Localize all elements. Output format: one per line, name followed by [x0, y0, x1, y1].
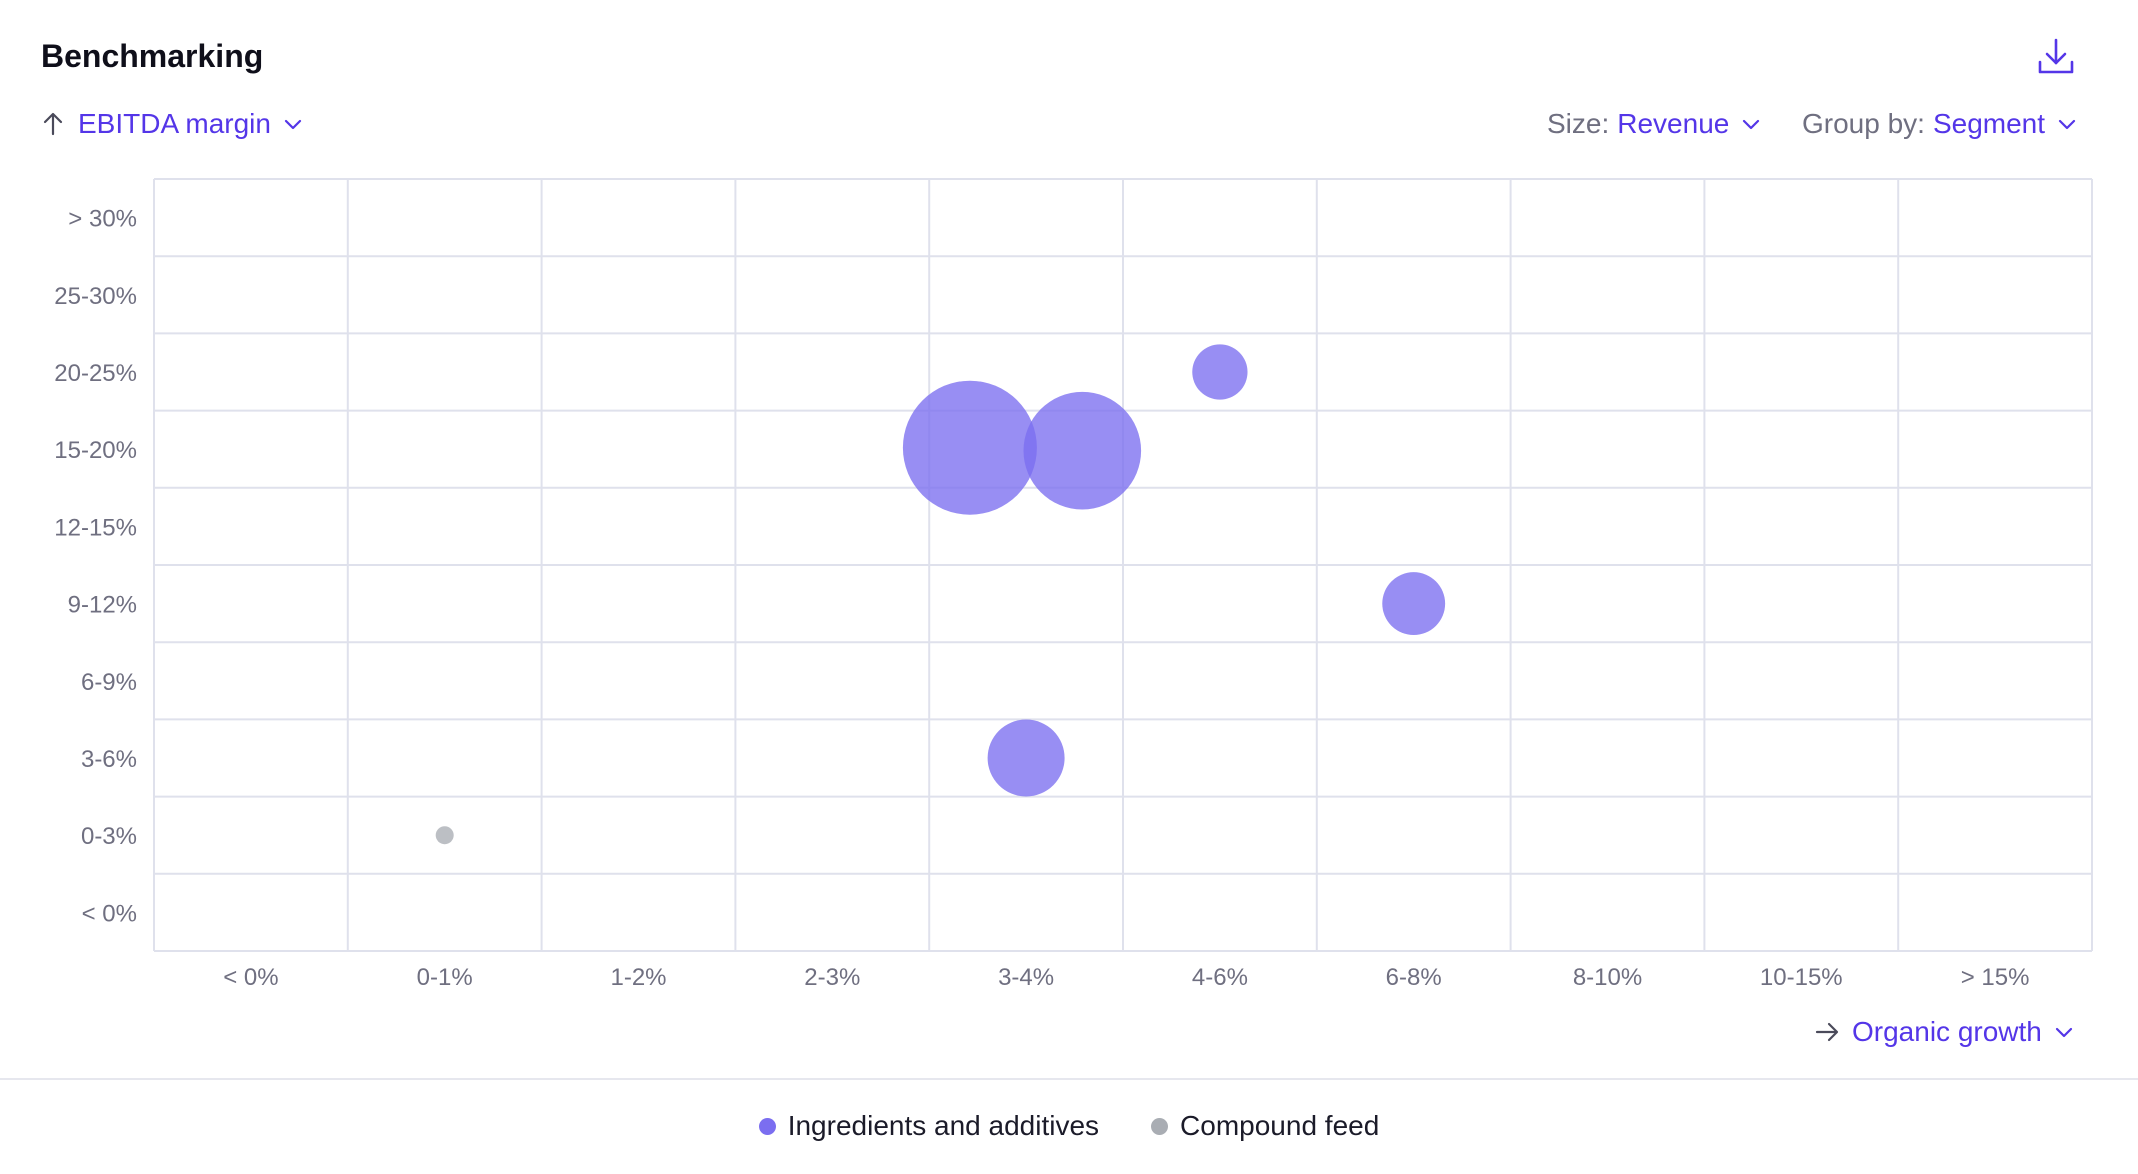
size-prefix: Size:	[1547, 108, 1610, 139]
legend-dot	[758, 1117, 776, 1135]
chevron-down-icon	[2055, 1027, 2072, 1038]
bubble	[435, 826, 454, 845]
x-tick-label: 3-4%	[998, 964, 1054, 991]
size-value: Revenue	[1617, 108, 1730, 139]
bubble	[1382, 572, 1446, 636]
y-tick-label: 3-6%	[81, 746, 137, 773]
y-tick-label: 25-30%	[54, 283, 137, 310]
group-value: Segment	[1932, 108, 2046, 139]
y-tick-label: 9-12%	[68, 592, 137, 619]
legend-dot	[1151, 1117, 1169, 1135]
x-tick-label: 10-15%	[1760, 964, 1843, 991]
y-tick-label: 20-25%	[54, 360, 137, 387]
legend-item[interactable]: Ingredients and additives	[758, 1110, 1100, 1142]
x-tick-label: 6-8%	[1386, 964, 1442, 991]
legend-item[interactable]: Compound feed	[1151, 1110, 1379, 1142]
bubble-chart: < 0% 0-1% 1-2% 2-3% 3-4% 4-6% 6-8% 8-10% 10-15% >…	[54, 178, 2093, 991]
x-tick-label: 8-10%	[1573, 964, 1642, 991]
arrow-up-icon	[43, 112, 63, 136]
y-tick-label: 0-3%	[81, 823, 137, 850]
y-axis-selector[interactable]: EBITDA margin	[40, 108, 303, 140]
y-tick-label: 6-9%	[81, 669, 137, 696]
chevron-down-icon	[284, 119, 302, 130]
x-tick-label: 4-6%	[1192, 964, 1248, 991]
x-axis-selector[interactable]: Organic growth	[1814, 1016, 2074, 1048]
legend-label: Compound feed	[1180, 1110, 1380, 1141]
group-by-selector[interactable]: Group by: Segment	[1802, 108, 2077, 140]
bubble	[1192, 344, 1248, 400]
chevron-down-icon	[1743, 119, 1760, 130]
divider	[0, 1078, 2138, 1080]
download-icon[interactable]	[2036, 36, 2076, 78]
y-axis-label: EBITDA margin	[78, 108, 271, 139]
group-prefix: Group by:	[1802, 108, 1925, 139]
size-selector[interactable]: Size: Revenue	[1547, 108, 1761, 140]
y-tick-label: 15-20%	[54, 437, 137, 464]
bubble	[987, 719, 1065, 797]
legend-label: Ingredients and additives	[787, 1110, 1100, 1141]
bubble	[902, 380, 1037, 515]
x-tick-label: 0-1%	[417, 964, 473, 991]
y-tick-label: > 30%	[68, 206, 137, 233]
y-tick-label: < 0%	[82, 900, 137, 927]
y-tick-label: 12-15%	[54, 514, 137, 541]
x-tick-label: 2-3%	[804, 964, 860, 991]
x-tick-label: 1-2%	[610, 964, 666, 991]
x-tick-label: < 0%	[223, 964, 278, 991]
legend: Ingredients and additives Compound feed	[0, 1110, 2138, 1142]
chart-title: Benchmarking	[41, 38, 264, 74]
arrow-right-icon	[1815, 1022, 1839, 1042]
chevron-down-icon	[2058, 119, 2076, 130]
x-tick-label: > 15%	[1961, 964, 2030, 991]
x-axis-label: Organic growth	[1852, 1016, 2042, 1047]
bubble	[1023, 391, 1142, 510]
